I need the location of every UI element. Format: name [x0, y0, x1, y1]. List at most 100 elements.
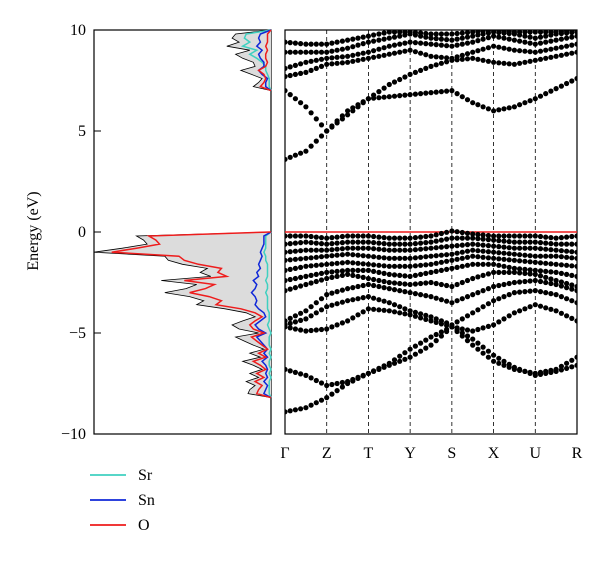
band-point [444, 282, 450, 289]
band-point [532, 267, 538, 273]
band-point [517, 233, 523, 239]
band-point [527, 239, 533, 245]
band-point [532, 96, 538, 102]
band-point [313, 247, 319, 253]
band-point [292, 233, 298, 239]
band-point [329, 61, 335, 67]
band-point [558, 36, 565, 42]
band-point [454, 91, 460, 97]
band-point [298, 406, 304, 412]
band-point [350, 44, 356, 50]
band-point [553, 86, 559, 92]
band-point [298, 49, 304, 55]
band-point [285, 241, 288, 247]
band-point [418, 292, 424, 298]
band-point [418, 246, 424, 252]
band-point [365, 33, 371, 39]
band-point [402, 306, 408, 312]
band-point [470, 30, 476, 35]
band-point [376, 254, 382, 260]
band-point [501, 256, 507, 262]
band-point [386, 241, 392, 247]
band-point [491, 33, 497, 39]
band-point [485, 261, 491, 267]
band-point [459, 52, 465, 58]
band-point [449, 37, 455, 43]
band-point [360, 282, 366, 289]
band-point [543, 30, 549, 35]
band-point [381, 247, 387, 253]
band-point [308, 233, 314, 240]
band-point [407, 92, 413, 98]
band-point [287, 40, 293, 46]
band-point [371, 254, 377, 260]
band-point [433, 295, 439, 301]
band-point [548, 247, 554, 253]
band-point [324, 382, 330, 389]
band-point [475, 326, 481, 333]
band-point [287, 49, 293, 55]
band-point [334, 246, 340, 252]
band-point [496, 360, 502, 366]
band-point [355, 239, 361, 245]
band-point [365, 294, 371, 300]
band-point [459, 330, 465, 336]
band-point [397, 353, 403, 359]
band-point [548, 54, 554, 60]
band-point [407, 263, 413, 269]
band-point [464, 333, 471, 339]
band-point [464, 235, 471, 241]
band-point [292, 313, 298, 319]
band-point [360, 239, 366, 245]
band-point [324, 41, 330, 47]
total-dos-fill [94, 232, 271, 398]
total-dos-line [226, 29, 272, 91]
band-point [391, 93, 398, 99]
band-point [303, 328, 309, 334]
band-point [522, 258, 528, 264]
band-point [506, 269, 512, 275]
band-point [464, 34, 471, 40]
band-point [548, 30, 554, 35]
band-point [292, 319, 298, 325]
band-point [511, 310, 517, 316]
band-point [537, 93, 544, 99]
band-point [485, 286, 491, 292]
band-point [501, 294, 507, 300]
band-point [506, 105, 512, 111]
band-point [298, 240, 304, 246]
band-point [423, 30, 429, 37]
band-point [491, 261, 497, 267]
band-point [496, 256, 502, 262]
kpoint-label: S [447, 445, 456, 462]
band-point [292, 40, 298, 46]
band-point [501, 263, 507, 269]
band-point [308, 240, 314, 246]
band-point [574, 41, 577, 47]
band-point [517, 252, 523, 258]
band-point [308, 58, 314, 64]
band-point [318, 262, 325, 268]
band-point [287, 325, 293, 331]
band-point [537, 268, 544, 274]
band-point [501, 316, 507, 322]
band-point [444, 298, 450, 304]
band-point [569, 298, 575, 304]
band-point [444, 59, 450, 65]
band-point [454, 30, 460, 37]
band-point [376, 46, 382, 52]
band-point [423, 52, 429, 58]
band-point [355, 296, 361, 302]
band-point [418, 67, 424, 73]
band-point [574, 33, 577, 39]
band-point [334, 54, 340, 60]
band-point [303, 49, 309, 55]
band-point [574, 49, 577, 55]
band-point [386, 279, 392, 286]
band-point [412, 241, 418, 247]
band-point [527, 245, 533, 251]
band-point [459, 56, 465, 62]
band-point [391, 280, 398, 286]
band-point [391, 30, 398, 35]
band-point [496, 262, 502, 268]
